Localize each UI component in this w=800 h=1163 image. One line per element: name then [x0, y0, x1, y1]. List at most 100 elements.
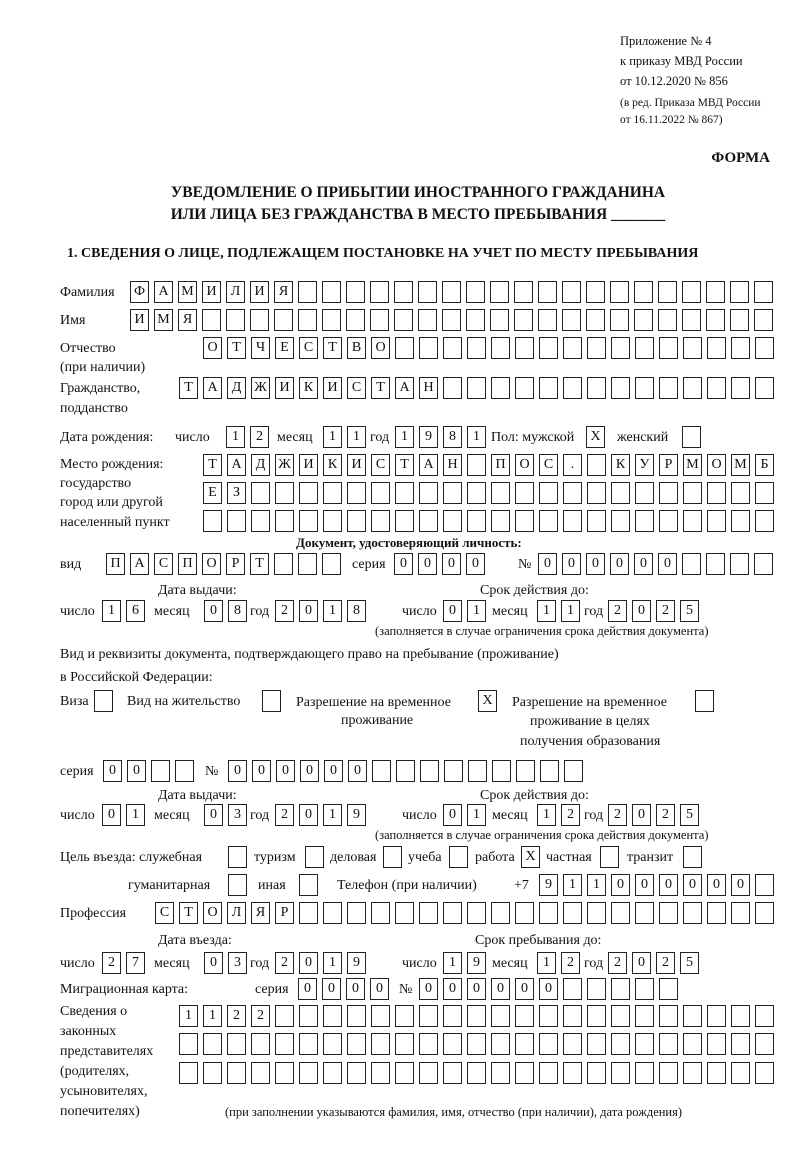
char-cell[interactable] [683, 377, 702, 399]
char-cell[interactable]: У [635, 454, 654, 476]
char-cell[interactable] [443, 1005, 462, 1027]
char-cell[interactable] [175, 760, 194, 782]
char-cell[interactable]: 0 [443, 804, 462, 826]
reps-field[interactable] [179, 1062, 774, 1084]
char-cell[interactable] [658, 281, 677, 303]
char-cell[interactable] [587, 902, 606, 924]
char-cell[interactable] [323, 482, 342, 504]
char-cell[interactable] [395, 337, 414, 359]
char-cell[interactable]: 0 [204, 600, 223, 622]
char-cell[interactable] [305, 846, 324, 868]
char-cell[interactable]: 0 [610, 553, 629, 575]
char-cell[interactable] [563, 978, 582, 1000]
char-cell[interactable] [94, 690, 113, 712]
reps-field[interactable] [179, 1033, 774, 1055]
char-cell[interactable]: 0 [370, 978, 389, 1000]
char-cell[interactable] [151, 760, 170, 782]
char-cell[interactable]: 0 [127, 760, 146, 782]
char-cell[interactable] [299, 1062, 318, 1084]
char-cell[interactable] [419, 510, 438, 532]
char-cell[interactable] [730, 553, 749, 575]
char-cell[interactable]: Д [251, 454, 270, 476]
char-cell[interactable]: 0 [632, 600, 651, 622]
char-cell[interactable]: 0 [659, 874, 678, 896]
char-cell[interactable]: 5 [680, 804, 699, 826]
char-cell[interactable] [467, 510, 486, 532]
char-cell[interactable] [683, 337, 702, 359]
char-cell[interactable] [251, 482, 270, 504]
char-cell[interactable] [706, 553, 725, 575]
char-cell[interactable] [419, 337, 438, 359]
char-cell[interactable] [419, 1062, 438, 1084]
char-cell[interactable] [755, 1005, 774, 1027]
char-cell[interactable] [611, 1005, 630, 1027]
char-cell[interactable] [659, 482, 678, 504]
char-cell[interactable]: 0 [346, 978, 365, 1000]
char-cell[interactable]: Ч [251, 337, 270, 359]
char-cell[interactable]: Т [395, 454, 414, 476]
char-cell[interactable]: Т [250, 553, 269, 575]
char-cell[interactable] [370, 281, 389, 303]
char-cell[interactable] [443, 1062, 462, 1084]
char-cell[interactable] [587, 1005, 606, 1027]
char-cell[interactable] [443, 337, 462, 359]
char-cell[interactable]: 2 [608, 952, 627, 974]
char-cell[interactable]: К [611, 454, 630, 476]
char-cell[interactable] [587, 337, 606, 359]
char-cell[interactable] [347, 1062, 366, 1084]
char-cell[interactable] [466, 309, 485, 331]
char-cell[interactable]: 1 [587, 874, 606, 896]
char-cell[interactable]: 1 [537, 600, 556, 622]
char-cell[interactable] [682, 281, 701, 303]
char-cell[interactable] [587, 1062, 606, 1084]
char-cell[interactable]: . [563, 454, 582, 476]
char-cell[interactable] [467, 1005, 486, 1027]
char-cell[interactable] [563, 902, 582, 924]
char-cell[interactable] [395, 1062, 414, 1084]
char-cell[interactable]: 1 [563, 874, 582, 896]
char-cell[interactable]: 1 [102, 600, 121, 622]
char-cell[interactable]: 0 [300, 760, 319, 782]
char-cell[interactable]: П [178, 553, 197, 575]
char-cell[interactable]: 9 [539, 874, 558, 896]
char-cell[interactable]: 8 [347, 600, 366, 622]
purpose-study-checkbox[interactable] [449, 846, 468, 868]
char-cell[interactable]: 0 [632, 952, 651, 974]
char-cell[interactable] [611, 337, 630, 359]
char-cell[interactable] [635, 482, 654, 504]
char-cell[interactable]: В [347, 337, 366, 359]
char-cell[interactable] [228, 846, 247, 868]
char-cell[interactable] [755, 510, 774, 532]
char-cell[interactable] [467, 902, 486, 924]
char-cell[interactable] [371, 1062, 390, 1084]
char-cell[interactable]: 1 [203, 1005, 222, 1027]
char-cell[interactable]: 0 [419, 978, 438, 1000]
char-cell[interactable] [491, 510, 510, 532]
char-cell[interactable] [274, 309, 293, 331]
char-cell[interactable]: 0 [324, 760, 343, 782]
char-cell[interactable] [396, 760, 415, 782]
char-cell[interactable] [371, 482, 390, 504]
char-cell[interactable] [659, 337, 678, 359]
purpose-other-checkbox[interactable] [299, 874, 318, 896]
char-cell[interactable]: 0 [252, 760, 271, 782]
char-cell[interactable] [467, 377, 486, 399]
char-cell[interactable]: Е [203, 482, 222, 504]
char-cell[interactable]: О [707, 454, 726, 476]
char-cell[interactable]: 0 [102, 804, 121, 826]
char-cell[interactable] [563, 337, 582, 359]
char-cell[interactable]: 0 [632, 804, 651, 826]
char-cell[interactable]: 6 [126, 600, 145, 622]
